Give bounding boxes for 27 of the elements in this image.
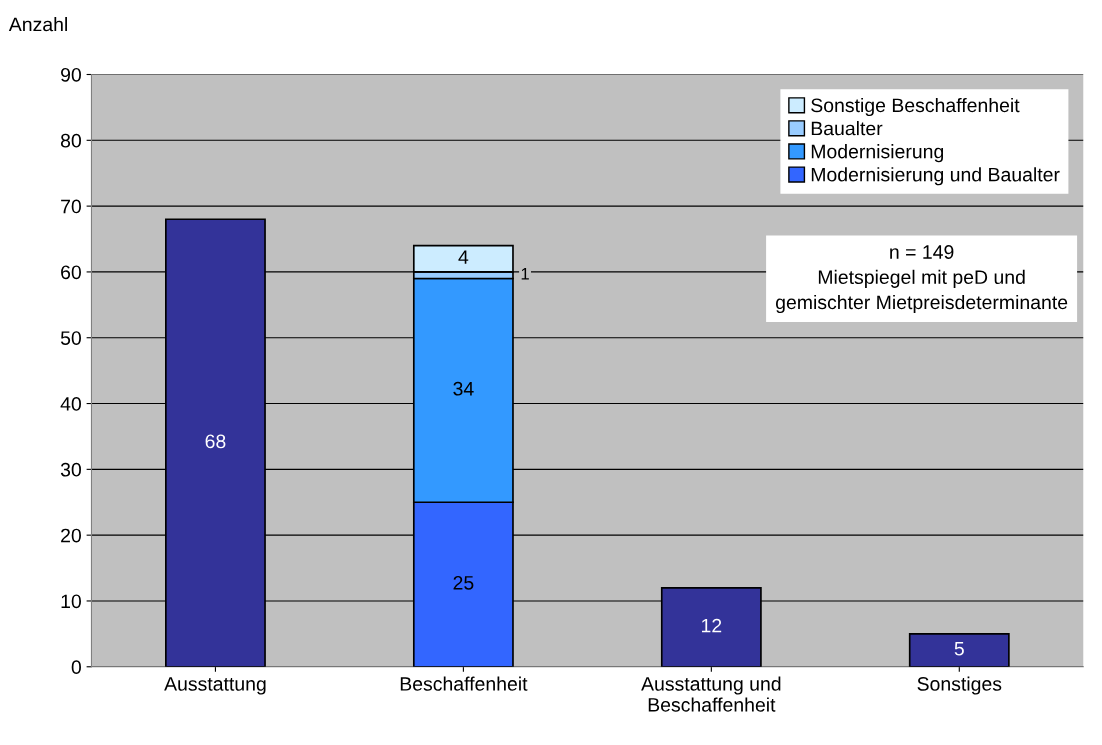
x-tick-label: Beschaffenheit: [400, 676, 528, 691]
y-tick-label: 70: [61, 199, 81, 214]
data-label: 5: [954, 641, 964, 656]
data-label: 68: [205, 434, 226, 449]
y-tick-label: 20: [61, 528, 81, 543]
legend-label: Baualter: [811, 121, 883, 136]
y-axis-title: Anzahl: [8, 17, 67, 32]
y-tick-label: 50: [60, 331, 81, 345]
data-label: 12: [702, 618, 722, 633]
x-tick-label: Sonstiges: [917, 676, 1002, 695]
data-label: 1: [521, 268, 529, 280]
data-label: 4: [458, 250, 469, 264]
y-tick-label: 10: [61, 594, 81, 609]
y-tick-label: 60: [61, 265, 81, 280]
x-tick-label: Ausstattung: [164, 677, 266, 695]
annotation: n = 149 Mietspiegel mit peD und gemischter Mietpreisdeterminante: [775, 245, 1068, 314]
legend-label: Modernisierung: [811, 144, 944, 163]
y-tick-label: 0: [71, 660, 81, 675]
data-label: 34: [453, 381, 474, 396]
y-tick-label: 40: [60, 397, 81, 411]
y-tick-label: 80: [60, 133, 81, 148]
legend-label: Modernisierung und Baualter: [811, 167, 1060, 186]
x-tick-label: Ausstattung und Beschaffenheit: [641, 676, 781, 712]
legend-label: Sonstige Beschaffenheit: [811, 97, 1020, 117]
y-tick-label: 30: [60, 462, 81, 477]
data-label: 25: [453, 575, 474, 590]
y-tick-label: 90: [61, 67, 81, 82]
